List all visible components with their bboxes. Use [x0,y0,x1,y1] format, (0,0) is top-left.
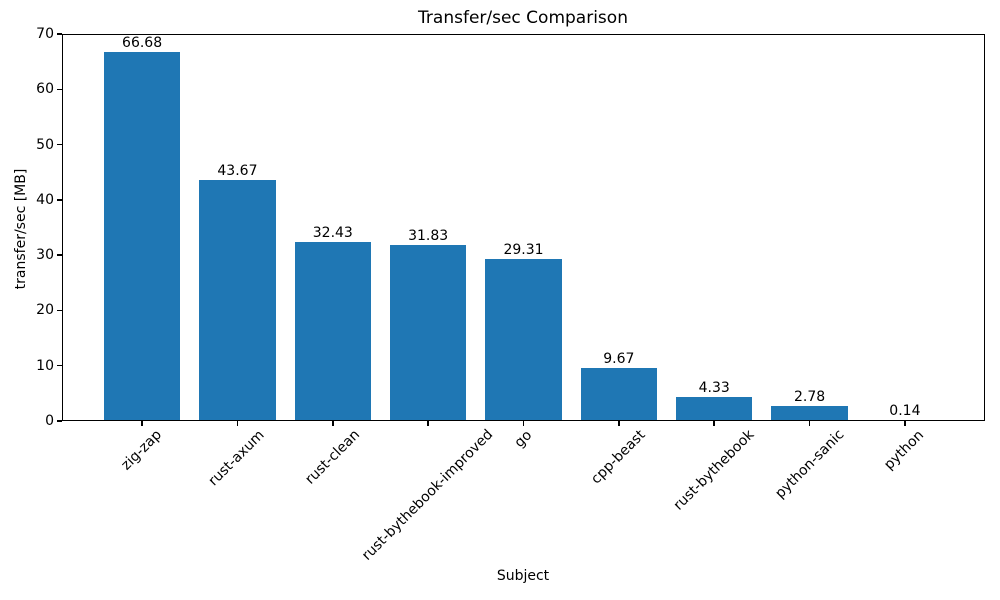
x-tick-label: python [881,426,928,473]
bar-value-label: 31.83 [408,228,449,245]
y-tick-mark [57,364,62,367]
x-tick-label: rust-axum [205,427,269,490]
y-tick-label: 0 [45,413,54,429]
bar [103,52,181,421]
bar-value-label: 66.68 [122,35,163,52]
bar [294,241,371,421]
x-tick-mark [713,421,715,426]
bar-value-label: 43.67 [217,162,258,179]
y-tick-label: 60 [36,81,54,98]
x-tick-mark [427,421,429,426]
bar [676,397,753,421]
bar-value-label: 0.14 [889,403,921,419]
x-tick-mark [904,421,906,426]
x-tick-label: cpp-beast [588,426,649,488]
y-tick-mark [57,199,62,201]
x-tick-mark [332,421,334,426]
y-tick-label: 50 [36,136,54,153]
bar [390,245,467,421]
x-axis-label: Subject [496,568,550,584]
x-tick-label: go [511,426,536,451]
bar [199,179,276,421]
x-tick-mark [618,421,620,426]
x-tick-label: rust-clean [302,426,363,488]
y-tick-label: 40 [36,191,54,208]
y-tick-mark [57,88,62,91]
x-tick-label: rust-bythebook-improved [359,426,497,565]
bar [580,367,657,421]
x-tick-mark [236,421,239,426]
y-tick-mark [57,420,62,422]
y-tick-label: 10 [36,357,54,374]
bar-value-label: 9.67 [603,350,635,367]
bar [771,405,848,421]
bar-value-label: 2.78 [793,388,826,405]
x-tick-mark [141,421,143,426]
x-tick-label: zig-zap [118,426,166,474]
x-tick-label: rust-bythebook [670,427,758,514]
chart-title: Transfer/sec Comparison [418,8,628,28]
x-tick-mark [808,421,811,426]
y-tick-label: 30 [36,247,54,264]
bar-value-label: 32.43 [312,224,353,241]
x-tick-mark [522,421,525,426]
bar-value-label: 29.31 [503,241,544,258]
y-tick-mark [57,254,62,256]
y-tick-label: 20 [36,302,54,319]
bar-value-label: 4.33 [698,380,730,397]
x-tick-label: python-sanic [771,426,847,503]
y-tick-label: 70 [36,26,54,42]
y-tick-mark [57,143,62,146]
bar [485,258,562,421]
y-axis-label: transfer/sec [MB] [13,168,29,290]
y-tick-mark [57,33,62,35]
y-tick-mark [57,309,62,312]
